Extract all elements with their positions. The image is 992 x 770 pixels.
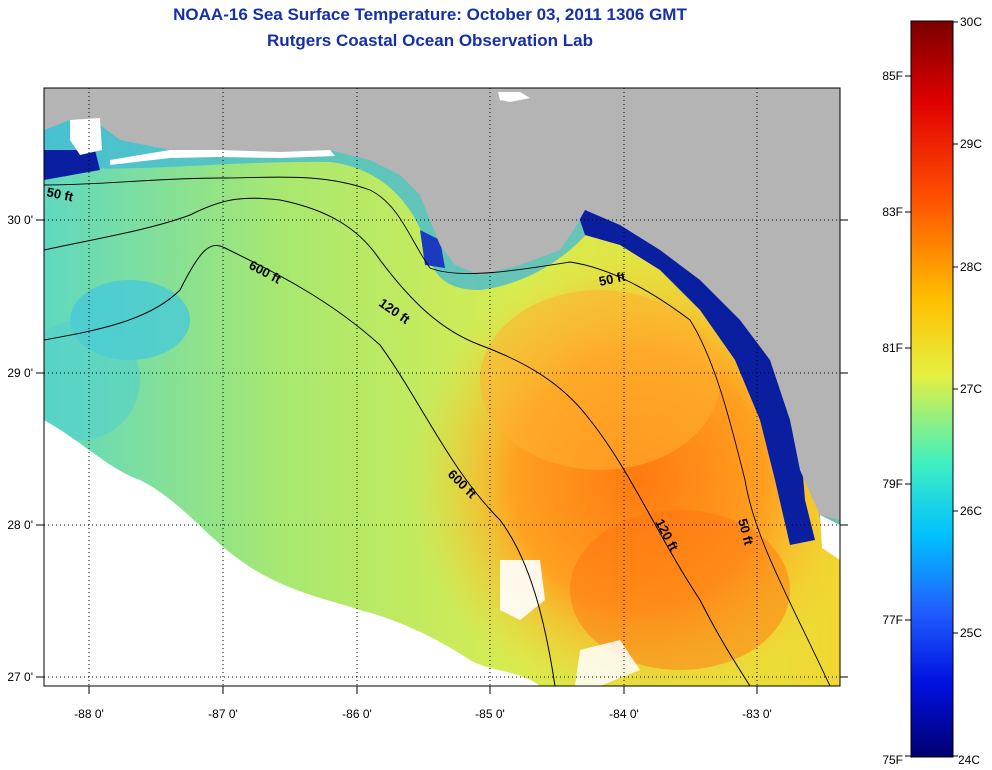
lon-label: -88 0' xyxy=(74,707,104,721)
colorbar-fahrenheit-label: 85F xyxy=(882,69,903,83)
colorbar-fahrenheit-label: 81F xyxy=(882,341,903,355)
land-mass xyxy=(44,88,840,520)
contour-120ft xyxy=(44,197,751,686)
lat-label: 27 0' xyxy=(7,670,33,684)
colorbar xyxy=(910,20,954,758)
contour-label: 50 ft xyxy=(735,517,757,547)
colorbar-celsius-label: 27C xyxy=(960,382,982,396)
lat-label: 28 0' xyxy=(7,518,33,532)
chart-subtitle: Rutgers Coastal Ocean Observation Lab xyxy=(267,31,593,50)
colorbar-celsius-label: 24C xyxy=(958,753,980,767)
colorbar-fahrenheit-label: 83F xyxy=(882,205,903,219)
colorbar-celsius-label: 25C xyxy=(960,626,982,640)
axis-ticks xyxy=(36,219,848,694)
colorbar-fahrenheit-label: 75F xyxy=(882,753,903,767)
cloud-cover xyxy=(44,420,540,686)
colorbar-celsius-label: 29C xyxy=(960,137,982,151)
colorbar-fahrenheit-label: 77F xyxy=(882,613,903,627)
contour-label: 50 ft xyxy=(598,269,628,289)
colorbar-celsius-label: 26C xyxy=(960,504,982,518)
lon-label: -86 0' xyxy=(342,707,372,721)
chart-title: NOAA-16 Sea Surface Temperature: October… xyxy=(173,5,687,24)
contour-50ft xyxy=(44,176,831,686)
lat-label: 29 0' xyxy=(7,366,33,380)
colorbar-celsius-label: 30C xyxy=(960,15,982,29)
lat-label: 30 0' xyxy=(7,213,33,227)
contour-label: 50 ft xyxy=(45,184,75,204)
colorbar-celsius-label: 28C xyxy=(960,260,982,274)
lon-label: -87 0' xyxy=(208,707,238,721)
lon-label: -85 0' xyxy=(475,707,505,721)
map-frame xyxy=(43,87,841,687)
graticule xyxy=(44,88,840,686)
lon-label: -83 0' xyxy=(742,707,772,721)
colorbar-fahrenheit-label: 79F xyxy=(882,477,903,491)
colorbar-ticks xyxy=(905,21,958,757)
contour-600ft xyxy=(44,244,556,686)
lon-label: -84 0' xyxy=(609,707,639,721)
